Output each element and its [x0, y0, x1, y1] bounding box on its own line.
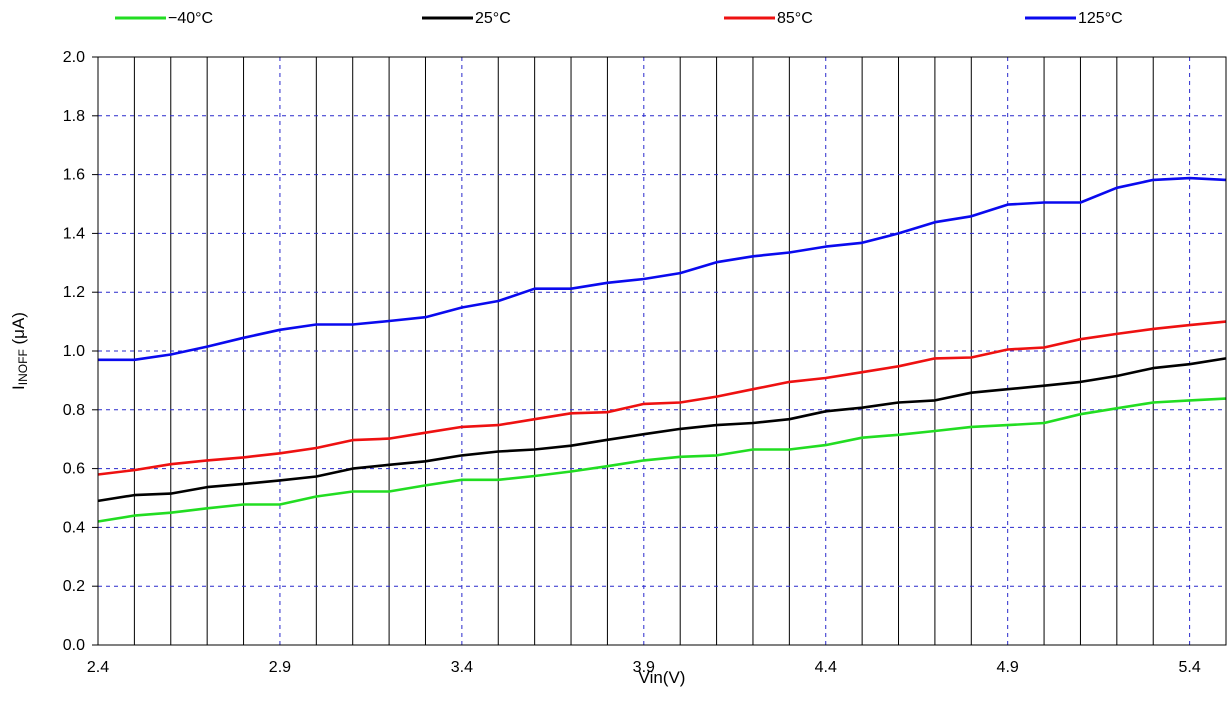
y-tick-label: 1.0 — [63, 343, 85, 360]
y-tick-label: 1.4 — [63, 225, 85, 242]
series-line — [97, 320, 1227, 476]
y-tick-label: 1.2 — [63, 284, 85, 301]
y-axis-label: IINOFF (μA) — [9, 312, 30, 390]
x-tick-label: 2.4 — [87, 659, 109, 676]
legend-label: 125°C — [1078, 10, 1123, 27]
y-tick-label: 0.8 — [63, 402, 85, 419]
legend-item: 25°C — [422, 10, 511, 27]
x-tick-label: 3.9 — [633, 659, 655, 676]
series-line — [97, 357, 1227, 503]
legend-item: 85°C — [724, 10, 813, 27]
y-tick-label: 0.6 — [63, 461, 85, 478]
x-tick-label: 4.9 — [997, 659, 1019, 676]
y-tick-label: 0.0 — [63, 637, 85, 654]
y-axis-label-subscript: INOFF — [16, 349, 30, 385]
series-line — [97, 397, 1227, 523]
x-tick-label: 2.9 — [269, 659, 291, 676]
series-lines — [97, 176, 1227, 523]
legend-item: −40°C — [115, 10, 213, 27]
y-tick-label: 2.0 — [63, 49, 85, 66]
legend-item: 125°C — [1025, 10, 1123, 27]
y-axis-label-main: I — [9, 385, 28, 390]
y-tick-label: 0.4 — [63, 519, 85, 536]
legend-label: 85°C — [777, 10, 813, 27]
legend-label: −40°C — [168, 10, 213, 27]
series-line — [98, 176, 1227, 362]
x-tick-label: 3.4 — [451, 659, 473, 676]
x-tick-label: 5.4 — [1178, 659, 1200, 676]
y-tick-label: 0.2 — [63, 578, 85, 595]
legend: −40°C 25°C 85°C 125°C — [115, 10, 1123, 27]
x-axis-label: Vin(V) — [639, 668, 686, 687]
legend-label: 25°C — [475, 10, 511, 27]
x-tick-labels: 2.4 2.9 3.4 3.9 4.4 4.9 5.4 — [87, 659, 1201, 676]
grid — [98, 57, 1226, 645]
y-tick-label: 1.6 — [63, 167, 85, 184]
y-axis-label-unit: (μA) — [9, 312, 28, 349]
x-tick-label: 4.4 — [815, 659, 837, 676]
y-tick-labels: 0.0 0.2 0.4 0.6 0.8 1.0 1.2 1.4 1.6 1.8 2.0 — [63, 49, 98, 654]
y-tick-label: 1.8 — [63, 108, 85, 125]
